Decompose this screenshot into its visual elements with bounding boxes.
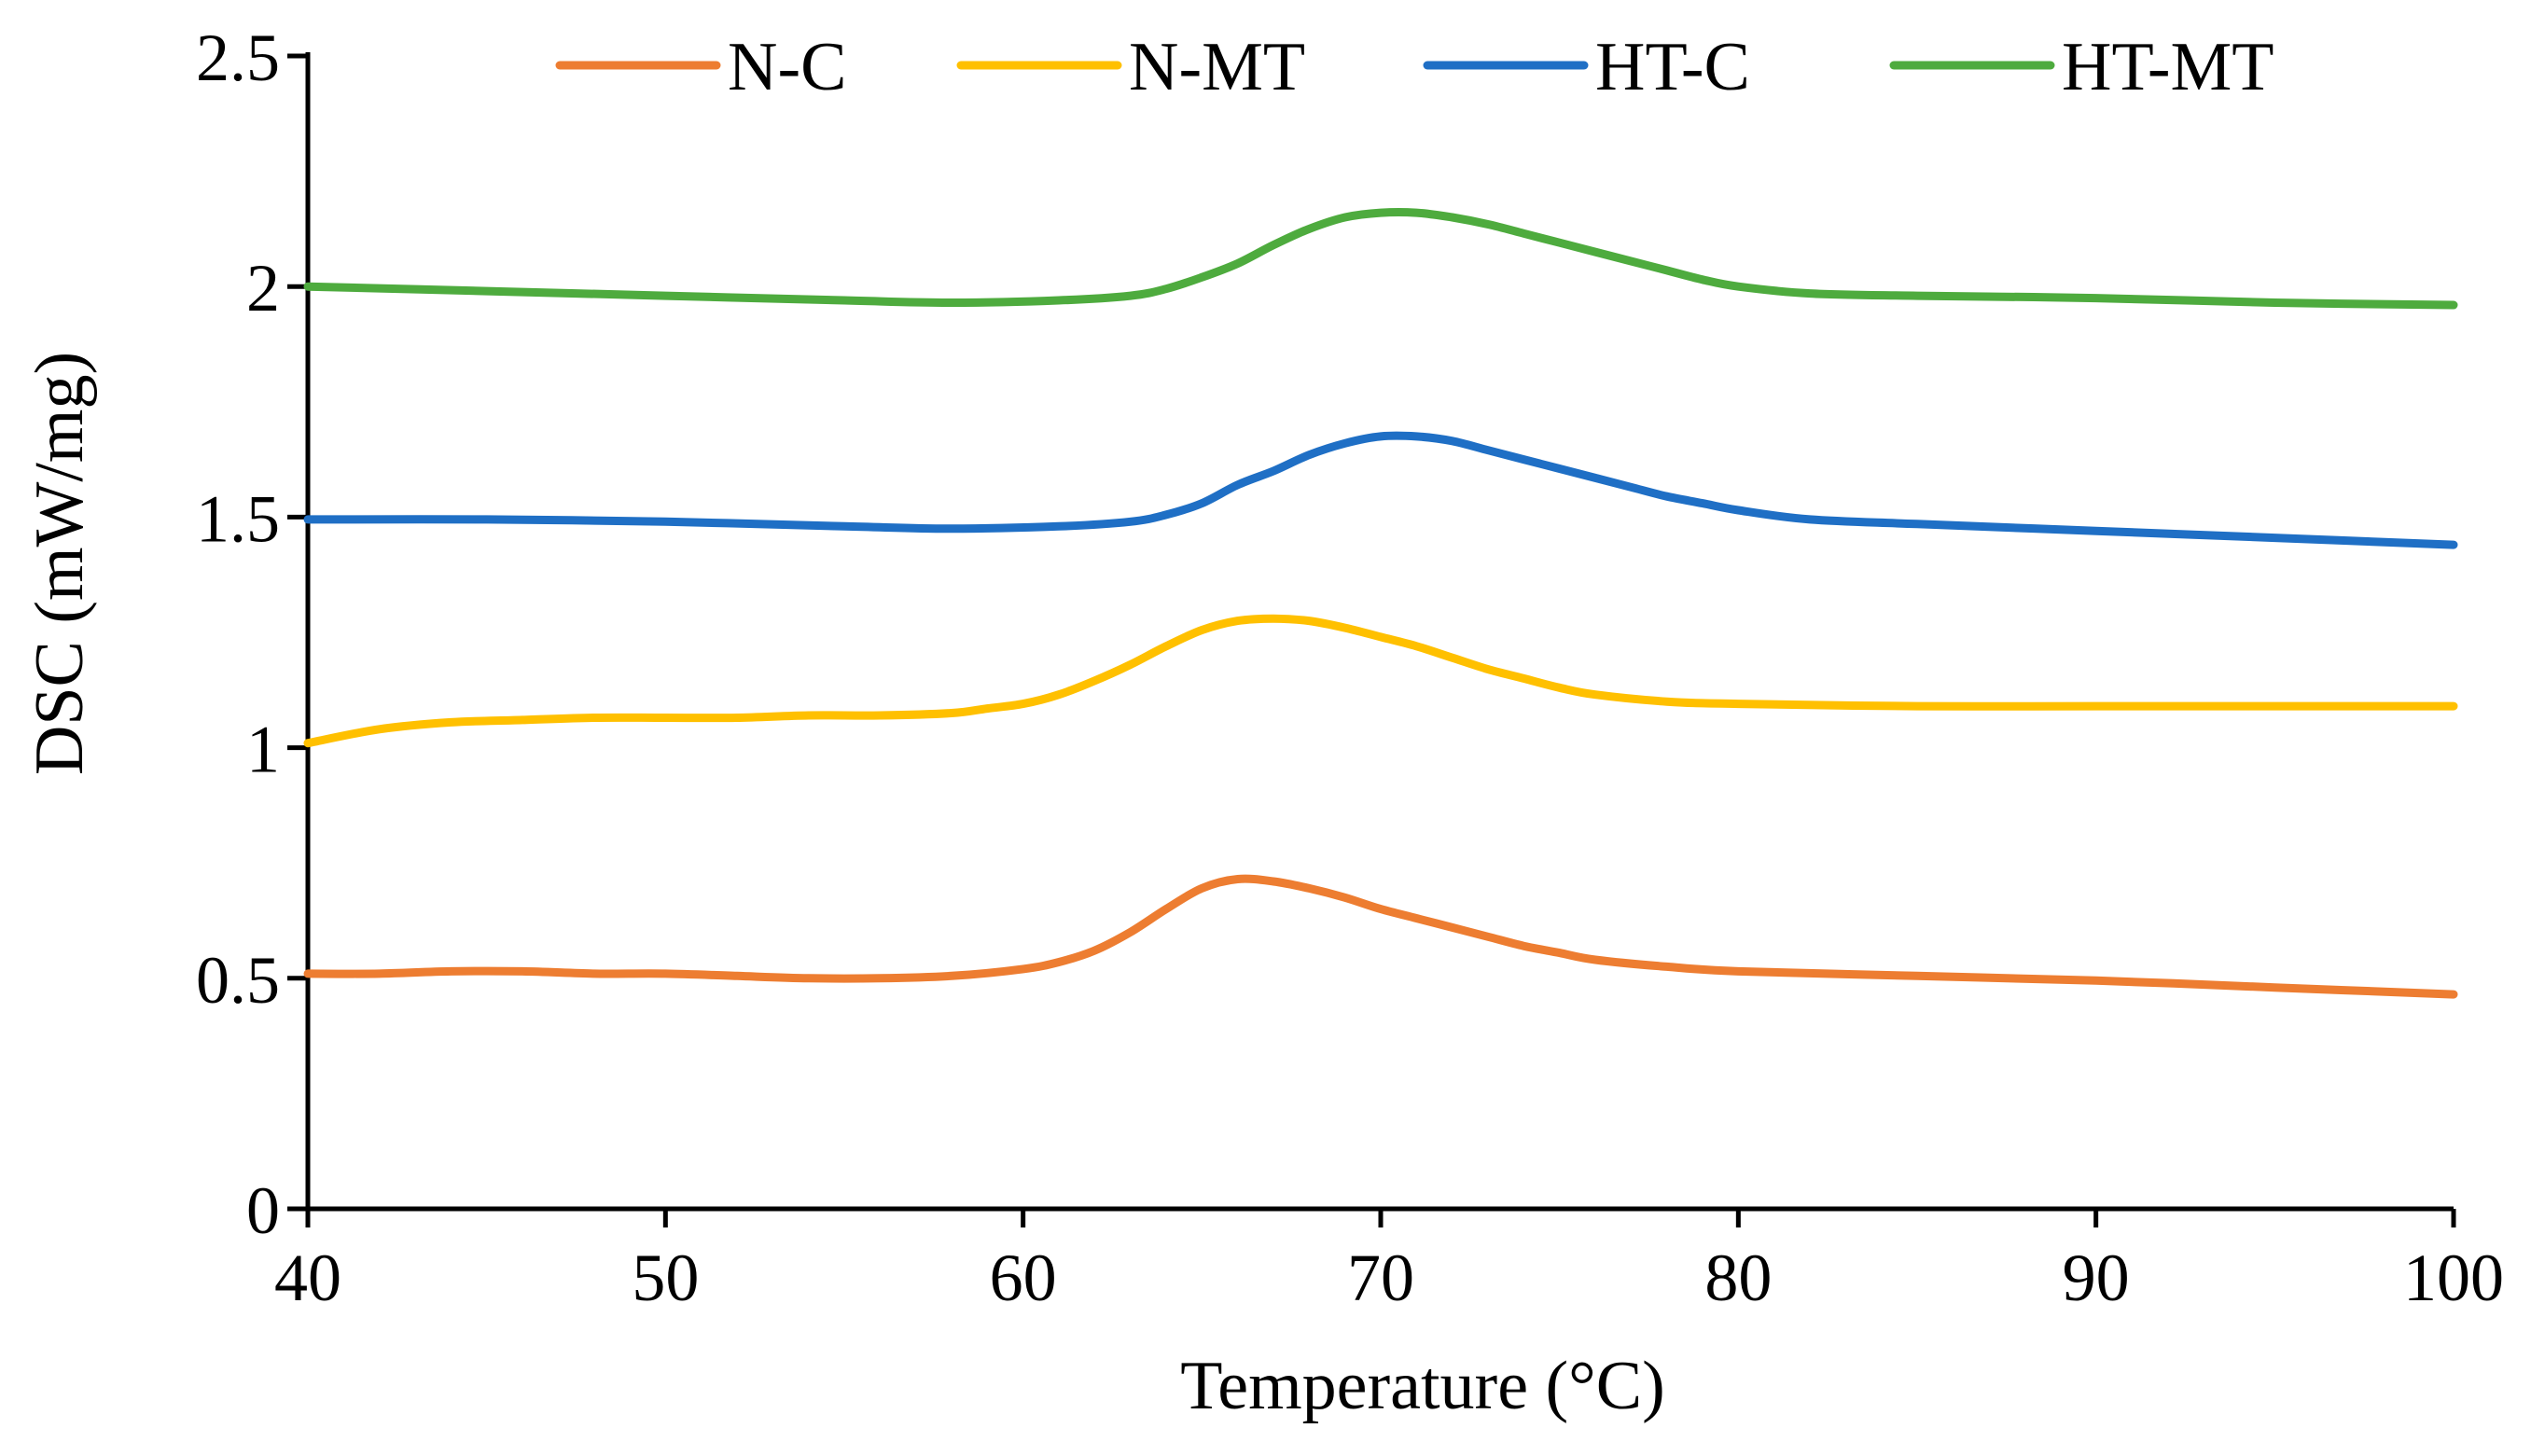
legend-label-n-c: N-C [728, 29, 846, 105]
y-tick-label: 1 [246, 713, 280, 787]
x-tick-label: 50 [632, 1241, 699, 1315]
x-tick-label: 40 [274, 1241, 341, 1315]
y-axis-title: DSC (mW/mg) [21, 352, 98, 775]
series-line-ht-c [303, 431, 2458, 549]
legend-label-ht-c: HT-C [1595, 29, 1750, 105]
x-tick-label: 90 [2063, 1241, 2130, 1315]
legend-label-ht-mt: HT-MT [2062, 29, 2274, 105]
series-line-ht-mt [303, 208, 2458, 310]
x-tick-label: 100 [2403, 1241, 2504, 1315]
legend-label-n-mt: N-MT [1129, 29, 1305, 105]
axes [305, 52, 2454, 1212]
x-tick-label: 60 [990, 1241, 1057, 1315]
tick-marks: 0 0.5 1 1.5 2 2.5 40 50 60 70 80 90 100 [196, 21, 2504, 1315]
series-lines [303, 208, 2458, 999]
y-tick-label: 2 [246, 251, 280, 326]
x-tick-label: 70 [1347, 1241, 1414, 1315]
y-tick-label: 2.5 [196, 21, 280, 95]
series-line-n-mt [303, 614, 2458, 748]
y-tick-label: 1.5 [196, 481, 280, 556]
y-tick-label: 0.5 [196, 943, 280, 1018]
legend: N-C N-MT HT-C HT-MT [555, 29, 2274, 105]
y-tick-label: 0 [246, 1173, 280, 1248]
series-line-n-c [303, 874, 2458, 999]
x-tick-label: 80 [1704, 1241, 1772, 1315]
x-axis-title: Temperature (°C) [1180, 1348, 1665, 1424]
